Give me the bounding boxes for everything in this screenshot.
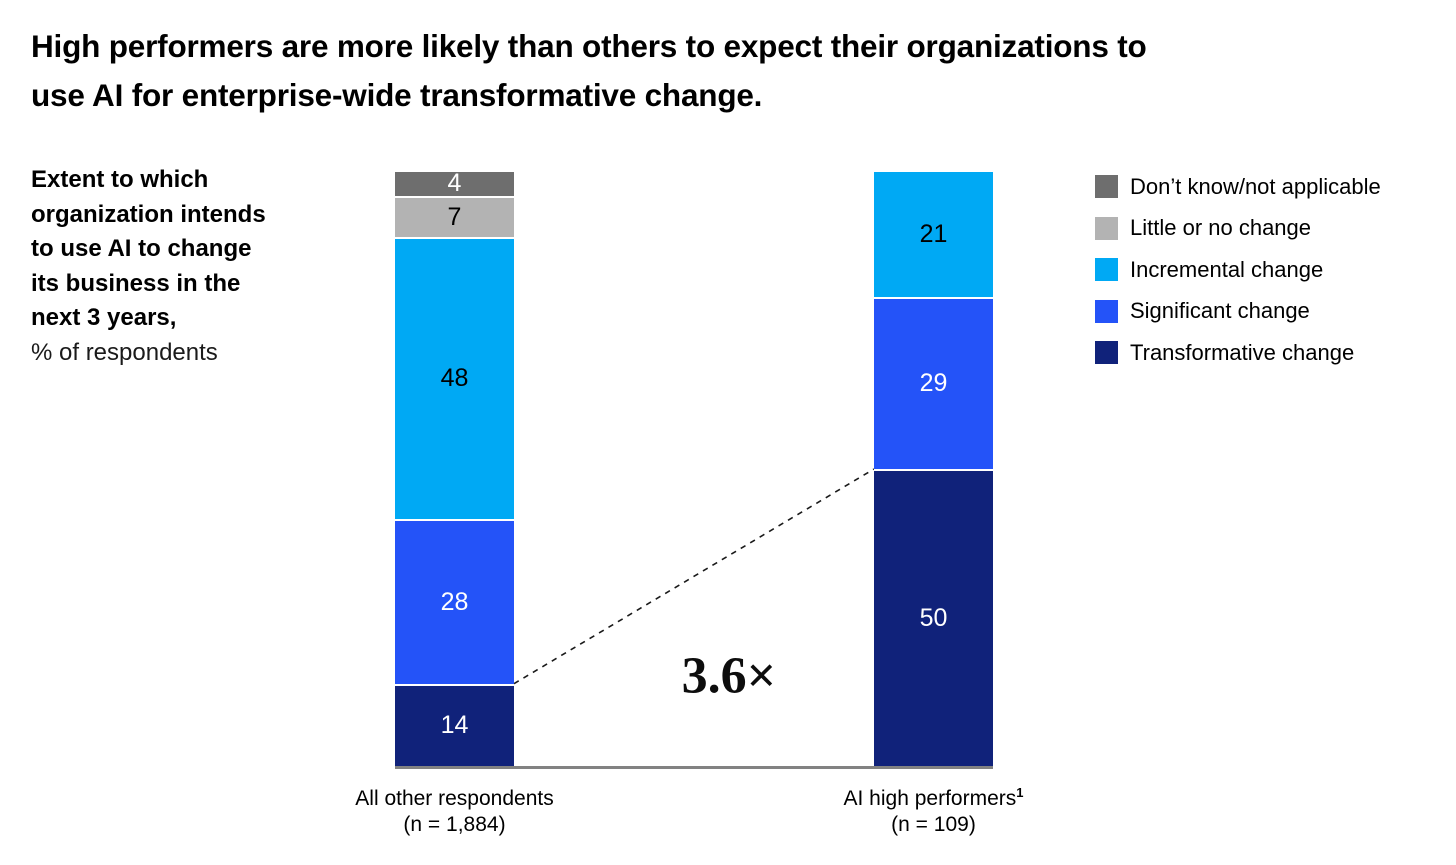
legend-item: Transformative change <box>1095 339 1381 365</box>
description-line: organization intends <box>31 200 266 228</box>
x-axis-baseline <box>395 766 993 769</box>
description-line: to use AI to change <box>31 235 252 262</box>
segment-value-label: 29 <box>919 369 948 398</box>
category-label: AI high performers1 (n = 109) <box>724 786 1144 838</box>
segment-value-label: 50 <box>919 604 948 632</box>
category-sample-size: (n = 109) <box>891 813 976 836</box>
category-label: All other respondents (n = 1,884) <box>245 786 665 838</box>
category-name: All other respondents <box>355 787 554 810</box>
y-axis-description: Extent to which organization intends to … <box>31 163 351 370</box>
legend-swatch <box>1095 175 1118 198</box>
legend-item: Don’t know/not applicable <box>1095 173 1381 199</box>
legend-swatch <box>1095 216 1118 240</box>
legend-item: Incremental change <box>1095 256 1381 282</box>
footnote-marker: 1 <box>1016 785 1024 800</box>
bar-segment: 48 <box>395 236 514 519</box>
segment-value-label: 28 <box>440 587 469 616</box>
legend-label: Don’t know/not applicable <box>1130 173 1381 199</box>
bar-segment: 4 <box>395 169 514 198</box>
legend-swatch <box>1095 258 1118 281</box>
bar-segment: 7 <box>395 195 514 237</box>
legend-label: Significant change <box>1130 298 1310 323</box>
chart-title: High performers are more likely than oth… <box>31 22 1431 120</box>
legend-label: Little or no change <box>1130 215 1312 240</box>
legend-item: Little or no change <box>1095 215 1381 240</box>
segment-value-label: 21 <box>919 219 948 248</box>
bar-segment: 28 <box>395 518 514 684</box>
legend-label: Incremental change <box>1130 256 1324 282</box>
category-sample-size: (n = 1,884) <box>403 813 506 836</box>
legend-swatch <box>1095 341 1118 364</box>
bar-segment: 50 <box>874 469 993 766</box>
bar-segment: 14 <box>395 683 514 766</box>
description-line: Extent to which <box>31 166 209 193</box>
description-line: its business in the <box>31 269 241 297</box>
legend-swatch <box>1095 299 1118 323</box>
legend-item: Significant change <box>1095 298 1381 323</box>
description-line: next 3 years, <box>31 304 177 331</box>
chart-title-line-1: High performers are more likely than oth… <box>31 28 1147 64</box>
legend-label: Transformative change <box>1130 339 1355 365</box>
bar-segment: 21 <box>874 172 993 297</box>
category-name: AI high performers1 <box>843 785 1024 810</box>
unit-label: % of respondents <box>31 338 218 366</box>
segment-value-label: 14 <box>440 711 469 740</box>
segment-value-label: 7 <box>447 202 462 231</box>
legend: Don’t know/not applicable Little or no ch… <box>1095 173 1381 383</box>
segment-value-label: 4 <box>447 169 462 198</box>
multiplier-annotation: 3.6× <box>681 647 777 705</box>
bar-segment: 29 <box>874 296 993 469</box>
chart-title-line-2: use AI for enterprise-wide transformativ… <box>31 77 763 113</box>
segment-value-label: 48 <box>440 364 469 393</box>
